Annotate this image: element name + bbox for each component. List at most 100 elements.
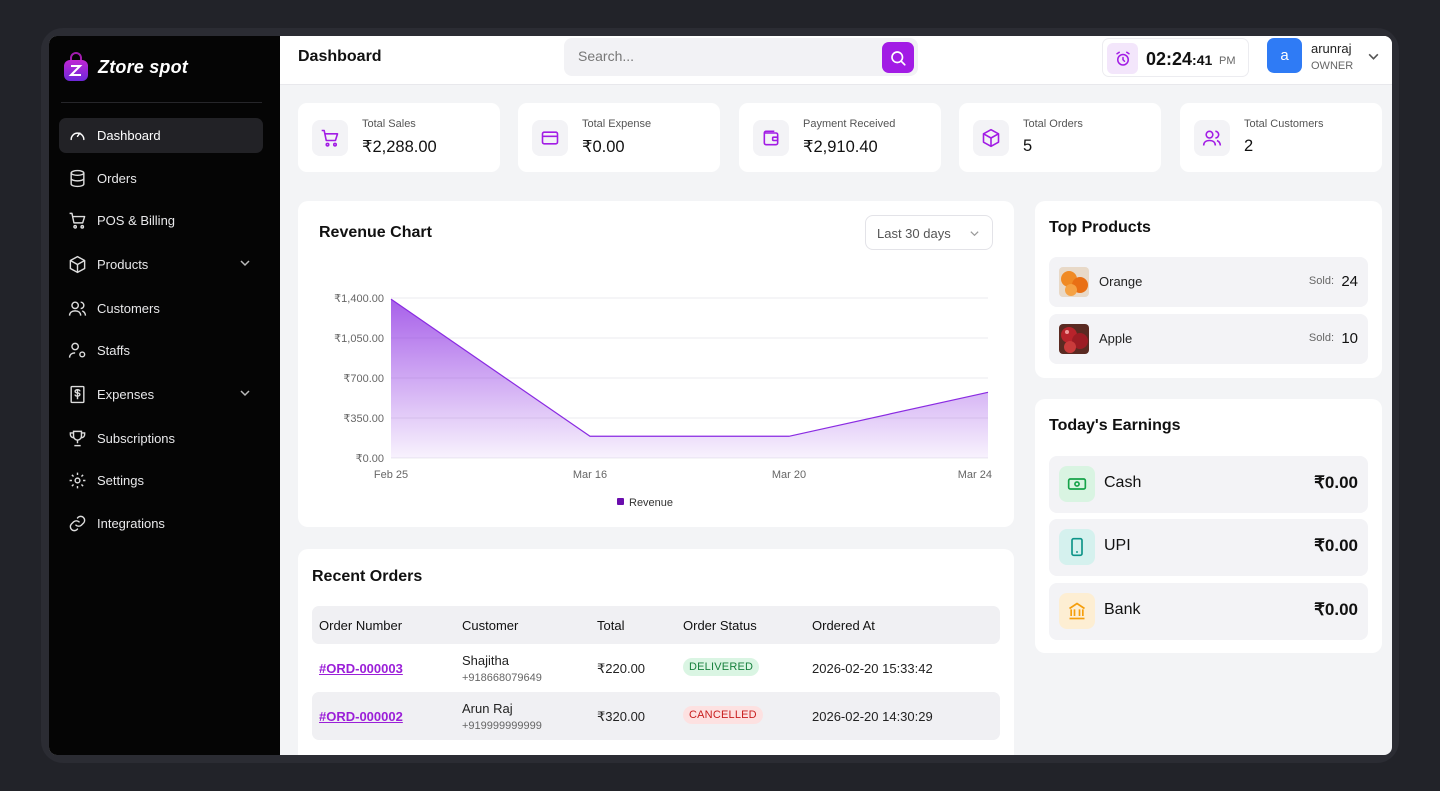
sidebar-item-settings[interactable]: Settings: [59, 463, 263, 498]
chevron-down-icon[interactable]: [1367, 50, 1380, 63]
sold-count: 24: [1341, 273, 1358, 290]
sidebar-item-integrations[interactable]: Integrations: [59, 506, 263, 541]
sidebar-item-label: Integrations: [97, 515, 165, 531]
clock-ampm: PM: [1219, 55, 1236, 67]
app-window: Ztore spot Dashboard Orders POS & Billin…: [49, 36, 1392, 755]
revenue-chart: ₹0.00 ₹350.00 ₹700.00 ₹1,050.00 ₹1,400.00 Fe…: [334, 293, 992, 509]
stat-value: ₹2,288.00: [362, 138, 437, 156]
sidebar-item-label: Expenses: [97, 386, 155, 402]
stat-value: ₹2,910.40: [803, 138, 878, 156]
stat-card-total-customers: Total Customers 2: [1180, 103, 1382, 172]
stat-label: Total Orders: [1023, 118, 1083, 130]
column-header: Ordered At: [812, 618, 875, 633]
clock-widget: 02:24:41 PM: [1102, 38, 1249, 77]
stat-label: Payment Received: [803, 118, 896, 130]
earnings-row-bank: Bank ₹0.00: [1049, 583, 1368, 640]
top-products-card: Top Products Orange Sold: 24 Apple Sold:…: [1035, 201, 1382, 378]
brand[interactable]: Ztore spot: [63, 52, 188, 82]
stat-card-total-sales: Total Sales ₹2,288.00: [298, 103, 500, 172]
sidebar-item-label: Dashboard: [97, 128, 161, 143]
gear-icon: [69, 472, 86, 489]
list-item[interactable]: Orange Sold: 24: [1049, 257, 1368, 307]
sidebar-item-label: Staffs: [97, 343, 131, 358]
database-icon: [70, 169, 85, 187]
order-number-link[interactable]: #ORD-000002: [319, 709, 403, 724]
column-header: Total: [597, 618, 625, 633]
gauge-icon: [70, 132, 85, 141]
sidebar-item-orders[interactable]: Orders: [59, 161, 263, 196]
search-button[interactable]: [882, 42, 914, 73]
date-range-select[interactable]: Last 30 days: [865, 215, 993, 250]
box-icon: [69, 255, 86, 273]
earnings-label: Bank: [1104, 601, 1141, 618]
table-row[interactable]: #ORD-000003 Shajitha +918668079649 ₹220.…: [312, 644, 1000, 692]
stat-label: Total Expense: [582, 118, 652, 130]
sidebar-item-label: Products: [97, 256, 149, 272]
user-cog-icon: [68, 342, 86, 358]
order-total: ₹220.00: [597, 661, 646, 676]
customer-name: Shajitha: [462, 653, 509, 668]
earnings-row-cash: Cash ₹0.00: [1049, 456, 1368, 513]
sidebar-item-products[interactable]: Products: [59, 246, 263, 283]
y-tick-label: ₹350.00: [343, 413, 384, 425]
sidebar-item-dashboard[interactable]: Dashboard: [59, 118, 263, 153]
x-tick-label: Feb 25: [374, 469, 408, 481]
revenue-line: [390, 298, 989, 437]
revenue-chart-card: Revenue Chart Last 30 days ₹0.00 ₹350.00 ₹…: [298, 201, 1014, 527]
order-number-link[interactable]: #ORD-000003: [319, 661, 403, 676]
chevron-down-icon: [970, 231, 979, 237]
sidebar-item-pos-billing[interactable]: POS & Billing: [59, 203, 263, 238]
card-title: Revenue Chart: [319, 224, 432, 241]
stat-value: 2: [1244, 137, 1254, 155]
list-item[interactable]: Apple Sold: 10: [1049, 314, 1368, 364]
sidebar-item-expenses[interactable]: Expenses: [59, 376, 263, 413]
brand-name: Ztore spot: [98, 56, 188, 77]
date-range-value: Last 30 days: [877, 226, 951, 241]
card-title: Top Products: [1049, 219, 1151, 236]
card-title: Recent Orders: [312, 568, 423, 585]
earnings-value: ₹0.00: [1314, 536, 1358, 555]
search-bar: [564, 38, 918, 76]
status-badge: DELIVERED: [683, 658, 760, 676]
stat-card-payment-received: Payment Received ₹2,910.40: [739, 103, 941, 172]
status-badge: CANCELLED: [683, 706, 763, 724]
sidebar-item-label: Subscriptions: [97, 430, 176, 446]
avatar[interactable]: a: [1267, 38, 1302, 73]
user-role: OWNER: [1311, 60, 1354, 72]
customer-name: Arun Raj: [462, 701, 513, 716]
bank-icon: [1059, 593, 1095, 629]
earnings-value: ₹0.00: [1314, 600, 1358, 619]
sidebar-item-label: Settings: [97, 473, 144, 488]
y-tick-label: ₹0.00: [356, 453, 384, 465]
trophy-icon: [69, 430, 86, 446]
sidebar-item-staffs[interactable]: Staffs: [59, 333, 263, 368]
stat-value: 5: [1023, 137, 1033, 155]
y-tick-label: ₹1,050.00: [334, 333, 384, 345]
earnings-value: ₹0.00: [1314, 473, 1358, 492]
clock-hours-minutes: 02:24: [1146, 49, 1193, 69]
user-name[interactable]: arunraj: [1311, 41, 1352, 56]
earnings-label: Cash: [1104, 474, 1142, 491]
sidebar-item-customers[interactable]: Customers: [59, 291, 263, 326]
ordered-at: 2026-02-20 14:30:29: [812, 709, 933, 724]
search-input[interactable]: [578, 48, 868, 64]
cart-icon: [312, 120, 348, 156]
column-header: Order Number: [319, 618, 403, 633]
table-row[interactable]: #ORD-000002 Arun Raj +919999999999 ₹320.…: [312, 692, 1000, 740]
sidebar-item-subscriptions[interactable]: Subscriptions: [59, 421, 263, 456]
chevron-down-icon[interactable]: [239, 257, 251, 269]
stat-label: Total Customers: [1244, 118, 1324, 130]
stat-card-total-orders: Total Orders 5: [959, 103, 1161, 172]
column-header: Order Status: [683, 618, 757, 633]
product-name: Orange: [1099, 274, 1143, 289]
alarm-clock-icon: [1107, 43, 1138, 74]
main-content: Dashboard 02:24:41 PM a arunraj OWNER: [280, 36, 1392, 755]
legend-swatch: [617, 498, 624, 505]
y-tick-label: ₹1,400.00: [334, 293, 384, 305]
box-icon: [973, 120, 1009, 156]
customer-phone: +918668079649: [462, 672, 542, 684]
clock-time: 02:24:41: [1146, 49, 1212, 70]
chevron-down-icon[interactable]: [239, 387, 251, 399]
dollar-file-icon: [70, 385, 85, 403]
cash-icon: [1059, 466, 1095, 502]
